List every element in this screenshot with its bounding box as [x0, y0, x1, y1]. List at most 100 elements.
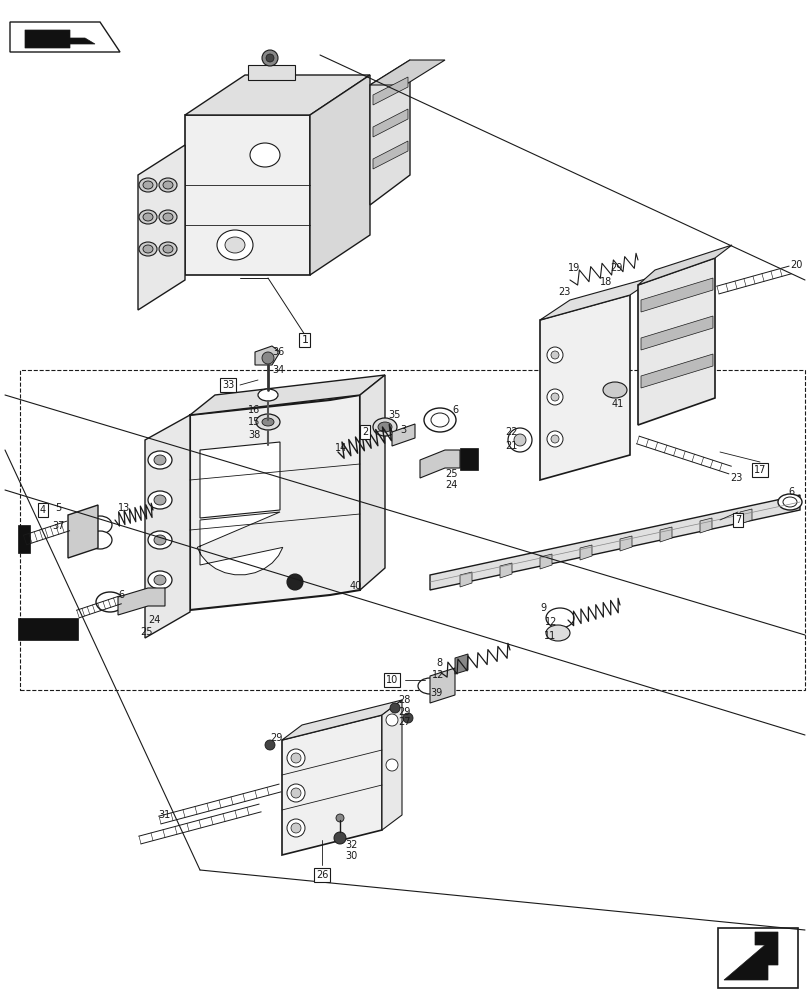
Polygon shape — [640, 354, 712, 388]
Text: 3: 3 — [400, 425, 406, 435]
Circle shape — [286, 574, 303, 590]
Circle shape — [551, 435, 558, 443]
Circle shape — [547, 389, 562, 405]
Polygon shape — [370, 60, 410, 205]
Text: 1: 1 — [301, 335, 308, 345]
Text: 6: 6 — [118, 590, 124, 600]
Text: 23: 23 — [729, 473, 741, 483]
Text: 14: 14 — [335, 443, 347, 453]
Ellipse shape — [143, 213, 152, 221]
Ellipse shape — [88, 531, 112, 549]
Polygon shape — [579, 545, 591, 560]
Ellipse shape — [262, 418, 273, 426]
Text: 8: 8 — [436, 658, 441, 668]
Ellipse shape — [250, 143, 280, 167]
Bar — [20, 370, 804, 690]
Text: 25: 25 — [444, 469, 457, 479]
Polygon shape — [620, 536, 631, 551]
Circle shape — [385, 759, 397, 771]
Circle shape — [262, 352, 273, 364]
Text: 38: 38 — [247, 430, 260, 440]
Ellipse shape — [88, 516, 112, 534]
Circle shape — [402, 713, 413, 723]
Polygon shape — [640, 278, 712, 312]
Ellipse shape — [255, 414, 280, 430]
Ellipse shape — [418, 678, 441, 694]
Polygon shape — [640, 316, 712, 350]
Bar — [717, 928, 797, 988]
Polygon shape — [659, 527, 672, 542]
Text: 21: 21 — [504, 441, 517, 451]
Circle shape — [290, 823, 301, 833]
Text: 30: 30 — [345, 851, 357, 861]
Text: 33: 33 — [221, 380, 234, 390]
Text: 29: 29 — [270, 733, 282, 743]
Text: 2: 2 — [362, 427, 367, 437]
Bar — [18, 618, 78, 640]
Ellipse shape — [154, 535, 165, 545]
Text: 41: 41 — [611, 399, 624, 409]
Ellipse shape — [143, 245, 152, 253]
Circle shape — [290, 788, 301, 798]
Ellipse shape — [163, 213, 173, 221]
Polygon shape — [372, 141, 407, 169]
Polygon shape — [539, 554, 551, 569]
Text: 24: 24 — [444, 480, 457, 490]
Polygon shape — [637, 258, 714, 425]
Polygon shape — [460, 572, 471, 587]
Text: 16: 16 — [247, 405, 260, 415]
Polygon shape — [723, 932, 777, 980]
Ellipse shape — [545, 625, 569, 641]
Text: 27: 27 — [397, 717, 410, 727]
Circle shape — [336, 814, 344, 822]
Text: 40: 40 — [350, 581, 362, 591]
Text: 34: 34 — [272, 365, 284, 375]
Polygon shape — [539, 275, 659, 320]
Ellipse shape — [431, 413, 448, 427]
Polygon shape — [454, 654, 467, 674]
Ellipse shape — [139, 210, 157, 224]
Ellipse shape — [603, 382, 626, 398]
Ellipse shape — [782, 497, 796, 507]
Polygon shape — [185, 75, 370, 115]
Polygon shape — [10, 22, 120, 52]
Ellipse shape — [148, 451, 172, 469]
Circle shape — [508, 428, 531, 452]
Polygon shape — [699, 518, 711, 533]
Ellipse shape — [159, 242, 177, 256]
Polygon shape — [190, 375, 384, 415]
Ellipse shape — [159, 210, 177, 224]
Ellipse shape — [163, 245, 173, 253]
Circle shape — [389, 703, 400, 713]
Ellipse shape — [154, 455, 165, 465]
Text: 29: 29 — [397, 707, 410, 717]
Polygon shape — [372, 109, 407, 137]
Polygon shape — [739, 509, 751, 524]
Polygon shape — [370, 60, 444, 85]
Polygon shape — [25, 30, 95, 48]
Text: 12: 12 — [431, 670, 444, 680]
Text: 4: 4 — [40, 505, 46, 515]
Text: 24: 24 — [148, 615, 161, 625]
Bar — [460, 448, 478, 470]
Text: 23: 23 — [557, 287, 569, 297]
Ellipse shape — [148, 491, 172, 509]
Text: 36: 36 — [272, 347, 284, 357]
Text: 20: 20 — [789, 260, 801, 270]
Text: 9: 9 — [539, 603, 546, 613]
Circle shape — [286, 819, 305, 837]
Circle shape — [547, 347, 562, 363]
Circle shape — [333, 832, 345, 844]
Ellipse shape — [143, 181, 152, 189]
Polygon shape — [200, 442, 280, 518]
Ellipse shape — [777, 494, 801, 510]
Polygon shape — [68, 505, 98, 558]
Polygon shape — [419, 450, 460, 478]
Polygon shape — [145, 415, 190, 638]
Circle shape — [513, 434, 526, 446]
Polygon shape — [247, 65, 294, 80]
Circle shape — [551, 393, 558, 401]
Text: 11: 11 — [543, 631, 556, 641]
Ellipse shape — [148, 571, 172, 589]
Polygon shape — [430, 668, 454, 703]
